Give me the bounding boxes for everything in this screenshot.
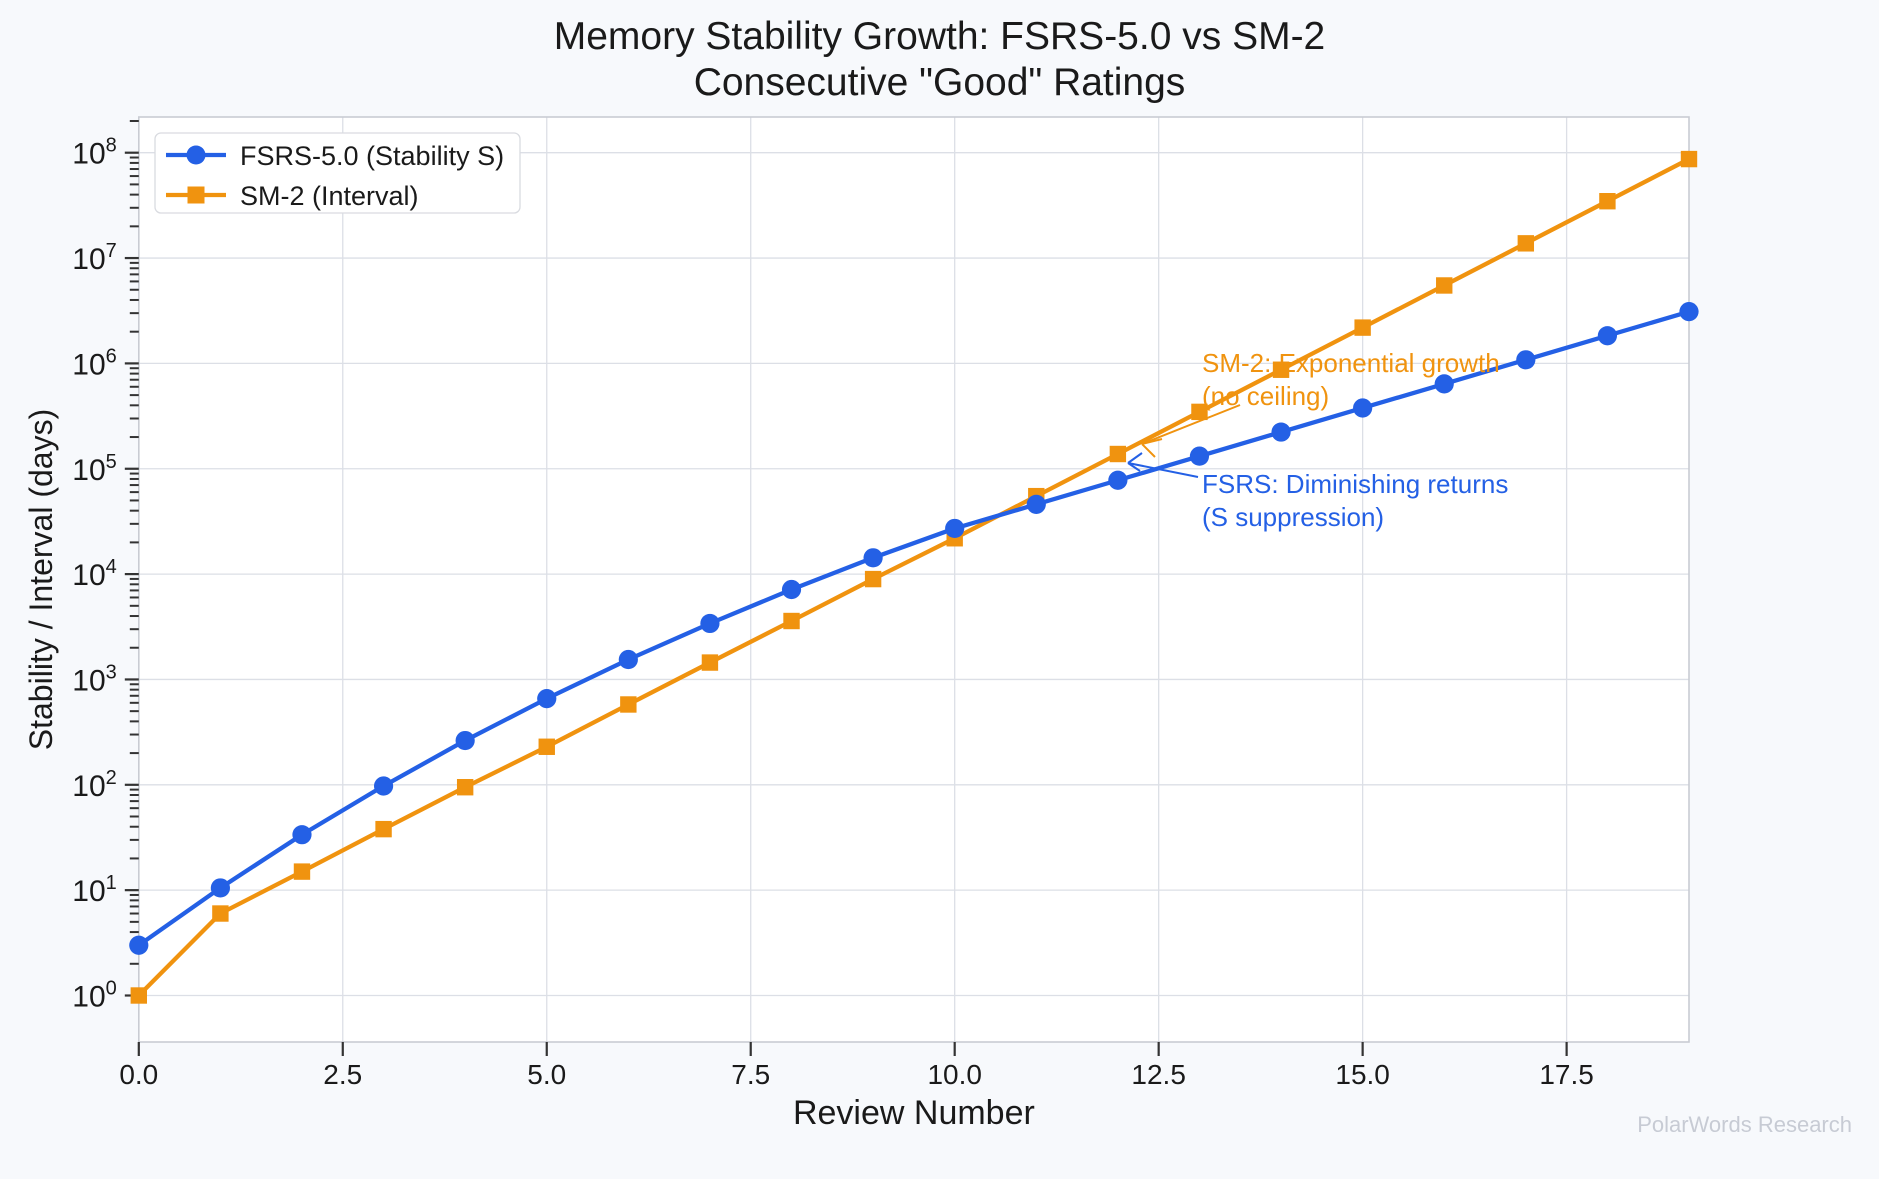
svg-text:12.5: 12.5: [1131, 1059, 1186, 1090]
svg-text:5.0: 5.0: [527, 1059, 566, 1090]
svg-text:FSRS: Diminishing returns: FSRS: Diminishing returns: [1202, 469, 1508, 499]
svg-text:104: 104: [72, 556, 117, 592]
svg-text:(S suppression): (S suppression): [1202, 502, 1384, 532]
svg-text:102: 102: [72, 767, 117, 803]
svg-text:Review Number: Review Number: [793, 1094, 1035, 1132]
svg-text:10.0: 10.0: [927, 1059, 982, 1090]
svg-text:SM-2: Exponential growth: SM-2: Exponential growth: [1202, 348, 1500, 378]
svg-text:0.0: 0.0: [119, 1059, 158, 1090]
svg-text:108: 108: [72, 135, 117, 171]
svg-text:2.5: 2.5: [323, 1059, 362, 1090]
svg-text:Stability / Interval (days): Stability / Interval (days): [23, 409, 59, 750]
svg-text:15.0: 15.0: [1335, 1059, 1390, 1090]
svg-text:106: 106: [72, 345, 117, 381]
svg-text:(no ceiling): (no ceiling): [1202, 381, 1329, 411]
svg-text:100: 100: [72, 978, 117, 1014]
svg-text:SM-2 (Interval): SM-2 (Interval): [240, 181, 419, 211]
svg-text:105: 105: [72, 451, 117, 487]
svg-text:103: 103: [72, 661, 117, 697]
svg-text:7.5: 7.5: [731, 1059, 770, 1090]
svg-text:FSRS-5.0 (Stability S): FSRS-5.0 (Stability S): [240, 141, 504, 171]
svg-text:101: 101: [72, 872, 117, 908]
svg-text:PolarWords Research: PolarWords Research: [1637, 1112, 1852, 1137]
svg-text:17.5: 17.5: [1539, 1059, 1594, 1090]
svg-text:107: 107: [72, 240, 117, 276]
